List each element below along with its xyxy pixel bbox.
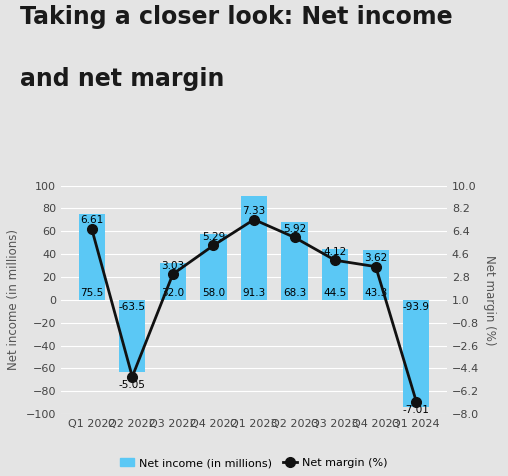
Text: 3.62: 3.62: [364, 253, 388, 263]
Text: 75.5: 75.5: [80, 288, 103, 298]
Y-axis label: Net income (in millions): Net income (in millions): [7, 229, 20, 370]
Text: 32.0: 32.0: [161, 288, 184, 298]
Text: 5.29: 5.29: [202, 232, 225, 242]
Text: -5.05: -5.05: [119, 380, 146, 390]
Text: 6.61: 6.61: [80, 216, 103, 226]
Text: Taking a closer look: Net income: Taking a closer look: Net income: [20, 5, 453, 29]
Legend: Net income (in millions), Net margin (%): Net income (in millions), Net margin (%): [116, 454, 392, 473]
Text: -93.9: -93.9: [403, 302, 430, 312]
Text: 43.3: 43.3: [364, 288, 388, 298]
Text: and net margin: and net margin: [20, 67, 225, 90]
Bar: [363, 250, 389, 300]
Text: -7.01: -7.01: [403, 406, 430, 416]
Text: 68.3: 68.3: [283, 288, 306, 298]
Y-axis label: Net margin (%): Net margin (%): [483, 255, 496, 345]
Bar: [403, 300, 429, 407]
Bar: [241, 196, 267, 300]
Bar: [79, 214, 105, 300]
Bar: [200, 234, 227, 300]
Text: 7.33: 7.33: [242, 207, 266, 217]
Text: -63.5: -63.5: [119, 302, 146, 312]
Text: 3.03: 3.03: [161, 261, 184, 271]
Bar: [281, 222, 308, 300]
Text: 4.12: 4.12: [324, 247, 347, 257]
Bar: [160, 263, 186, 300]
Text: 91.3: 91.3: [242, 288, 266, 298]
Text: 58.0: 58.0: [202, 288, 225, 298]
Text: 5.92: 5.92: [283, 224, 306, 234]
Bar: [322, 249, 348, 300]
Bar: [119, 300, 145, 372]
Text: 44.5: 44.5: [324, 288, 347, 298]
